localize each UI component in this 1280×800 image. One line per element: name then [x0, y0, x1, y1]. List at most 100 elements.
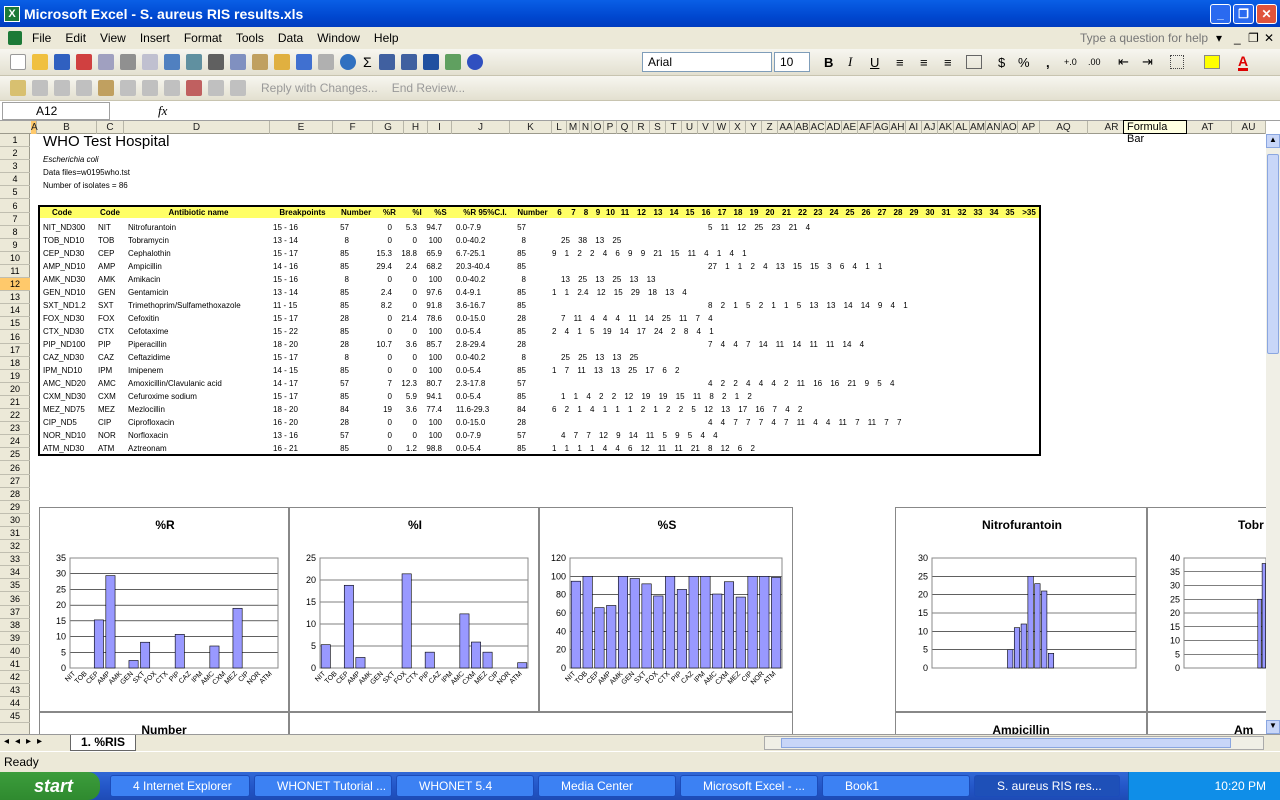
row-header-20[interactable]: 20: [0, 383, 30, 396]
fill-color-icon[interactable]: [1204, 55, 1220, 69]
table-cell[interactable]: 8: [344, 353, 349, 362]
column-header-ai[interactable]: AI: [906, 121, 922, 134]
table-cell[interactable]: 100: [428, 366, 442, 375]
scroll-down-icon[interactable]: ▼: [1266, 720, 1280, 734]
bar[interactable]: [401, 573, 412, 669]
column-header-f[interactable]: F: [333, 121, 373, 134]
distribution-values[interactable]: 5 11 12 25 23 21 4: [708, 223, 811, 232]
column-header-ag[interactable]: AG: [874, 121, 890, 134]
print-icon[interactable]: [120, 54, 136, 70]
table-cell[interactable]: 0.0-40.2: [456, 275, 486, 284]
table-cell[interactable]: 0.0-5.4: [456, 366, 481, 375]
column-header-h[interactable]: H: [404, 121, 428, 134]
row-header-34[interactable]: 34: [0, 566, 30, 580]
table-cell[interactable]: 94.1: [426, 392, 442, 401]
table-cell[interactable]: 0: [412, 275, 417, 284]
table-cell[interactable]: Nitrofurantoin: [128, 223, 177, 232]
table-cell[interactable]: 68.2: [426, 262, 442, 271]
distribution-values[interactable]: 9 1 2 2 4 6 9 9 21 15 11 4 1 4 1: [552, 249, 747, 258]
distribution-values[interactable]: 1 1 2.4 12 15 29 18 13 4: [552, 288, 687, 297]
column-header-e[interactable]: E: [270, 121, 333, 134]
table-cell[interactable]: CEP: [98, 249, 115, 258]
table-cell[interactable]: 100: [428, 275, 442, 284]
reject-icon[interactable]: [230, 80, 246, 96]
table-cell[interactable]: 12.3: [401, 379, 417, 388]
table-cell[interactable]: 85: [340, 301, 349, 310]
row-header-38[interactable]: 38: [0, 619, 30, 632]
table-cell[interactable]: 85: [517, 366, 526, 375]
table-cell[interactable]: Ciprofloxacin: [128, 418, 175, 427]
table-cell[interactable]: 16 - 21: [273, 444, 298, 453]
row-header-4[interactable]: 4: [0, 173, 30, 187]
table-cell[interactable]: SXT: [98, 301, 114, 310]
table-cell[interactable]: CXM: [98, 392, 116, 401]
distribution-values[interactable]: 25 25 13 13 25: [561, 353, 639, 362]
table-cell[interactable]: 8: [344, 275, 349, 284]
table-cell[interactable]: 0.0-5.4: [456, 392, 481, 401]
column-header-aj[interactable]: AJ: [922, 121, 938, 134]
row-header-6[interactable]: 6: [0, 200, 30, 213]
table-cell[interactable]: AMK: [98, 275, 116, 284]
menu-tools[interactable]: Tools: [235, 31, 264, 45]
distribution-values[interactable]: 25 38 13 25: [561, 236, 622, 245]
table-cell[interactable]: 0: [387, 236, 392, 245]
chart-0[interactable]: %R 0 5 10 15 20 25 30 35 NIT TOB CEP AMP AMK GEN SXT FOX…: [39, 507, 289, 712]
workbook-icon[interactable]: [8, 31, 22, 45]
folder-icon[interactable]: [10, 80, 26, 96]
table-cell[interactable]: 15 - 17: [273, 392, 298, 401]
table-cell[interactable]: 57: [517, 223, 526, 232]
table-cell[interactable]: 15 - 17: [273, 353, 298, 362]
table-cell[interactable]: CAZ: [98, 353, 114, 362]
bar[interactable]: [459, 613, 470, 669]
bar[interactable]: [747, 576, 758, 669]
table-cell[interactable]: 65.9: [426, 249, 442, 258]
bar[interactable]: [582, 576, 593, 669]
column-header-d[interactable]: D: [124, 121, 270, 134]
table-cell[interactable]: SXT_ND1.2: [43, 301, 86, 310]
start-button[interactable]: start: [0, 772, 100, 800]
column-header-af[interactable]: AF: [858, 121, 874, 134]
italic-button[interactable]: I: [848, 54, 853, 69]
help-icon[interactable]: [466, 54, 483, 70]
menu-data[interactable]: Data: [277, 31, 304, 45]
table-cell[interactable]: CIP_ND5: [43, 418, 77, 427]
table-cell[interactable]: 85: [340, 392, 349, 401]
table-cell[interactable]: 85.7: [426, 340, 442, 349]
row-header-39[interactable]: 39: [0, 632, 30, 645]
table-cell[interactable]: 21.4: [401, 314, 417, 323]
row-header-35[interactable]: 35: [0, 579, 30, 593]
table-cell[interactable]: 100: [428, 236, 442, 245]
table-cell[interactable]: 84: [340, 405, 349, 414]
row-header-19[interactable]: 19: [0, 370, 30, 383]
row-header-11[interactable]: 11: [0, 265, 30, 278]
increase-decimal-icon[interactable]: +.0: [1064, 57, 1077, 67]
table-cell[interactable]: 0.4-9.1: [456, 288, 481, 297]
bar[interactable]: [355, 657, 366, 669]
bar[interactable]: [1041, 590, 1048, 669]
table-cell[interactable]: 29.4: [376, 262, 392, 271]
table-cell[interactable]: 5.9: [405, 392, 417, 401]
sort-descending-icon[interactable]: [400, 54, 417, 70]
table-cell[interactable]: 94.7: [426, 223, 442, 232]
column-header-al[interactable]: AL: [954, 121, 970, 134]
table-cell[interactable]: 78.6: [426, 314, 442, 323]
help-dropdown-icon[interactable]: ▾: [1216, 31, 1223, 45]
bar[interactable]: [343, 584, 354, 669]
currency-button[interactable]: $: [998, 54, 1006, 70]
row-header-44[interactable]: 44: [0, 697, 30, 711]
table-cell[interactable]: ATM: [98, 444, 115, 453]
column-header-ap[interactable]: AP: [1018, 121, 1040, 134]
print-preview-icon[interactable]: [142, 54, 158, 70]
column-header-t[interactable]: T: [666, 121, 682, 134]
scroll-up-icon[interactable]: ▲: [1266, 134, 1280, 148]
column-header-s[interactable]: S: [650, 121, 666, 134]
bar[interactable]: [1034, 583, 1041, 669]
table-cell[interactable]: 85: [340, 249, 349, 258]
table-cell[interactable]: CXM_ND30: [43, 392, 86, 401]
column-header-r[interactable]: R: [633, 121, 650, 134]
bar[interactable]: [174, 634, 185, 669]
paste-icon[interactable]: [252, 54, 268, 70]
table-cell[interactable]: GEN_ND10: [43, 288, 86, 297]
table-cell[interactable]: 85: [340, 262, 349, 271]
column-header-ad[interactable]: AD: [826, 121, 842, 134]
